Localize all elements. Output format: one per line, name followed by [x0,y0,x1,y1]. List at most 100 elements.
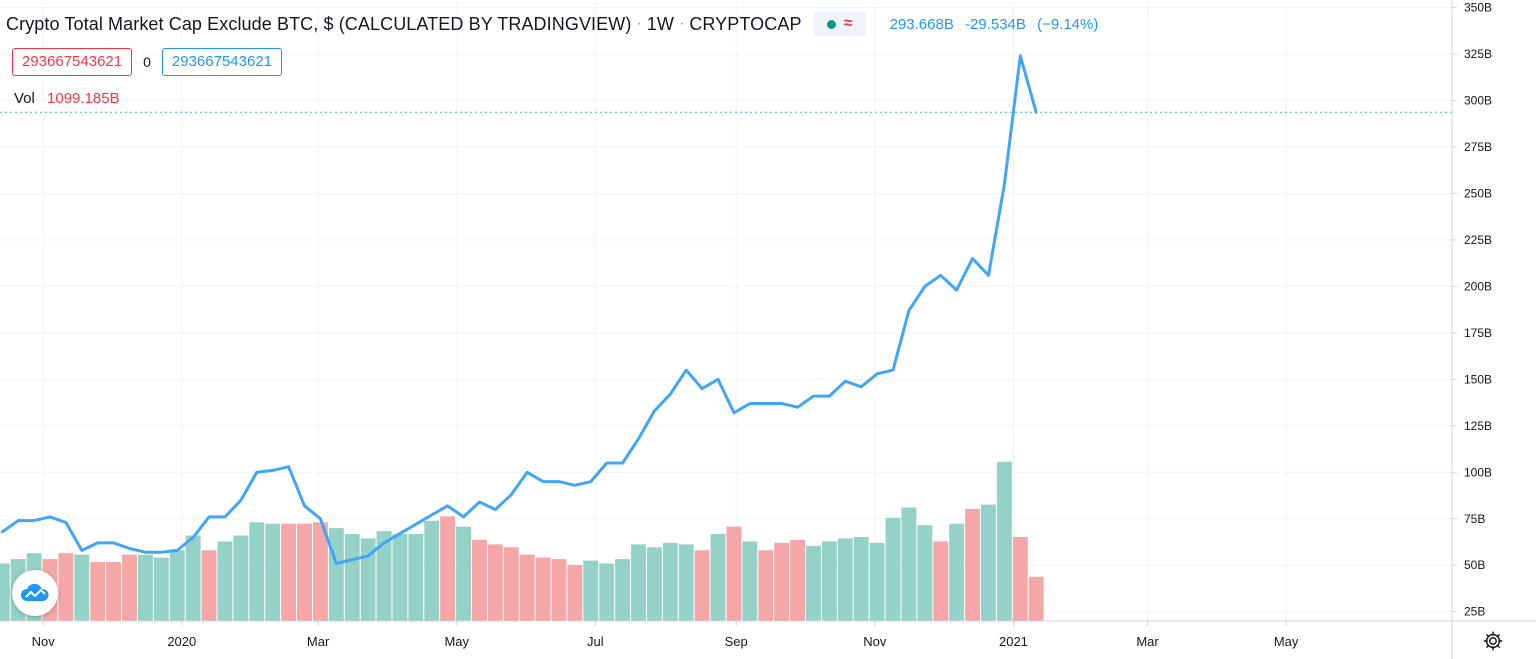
volume-bar [503,547,519,621]
volume-bar [392,534,408,621]
volume-bar [774,542,790,621]
volume-bar [122,554,137,621]
volume-bar [965,508,980,621]
volume-bar [487,544,503,621]
y-tick-label: 300B [1464,94,1492,108]
visibility-dot-icon [826,19,836,29]
x-tick-label: Mar [1136,634,1159,649]
y-tick-label: 250B [1464,186,1492,200]
volume-bar [312,522,328,621]
x-tick-label: Mar [307,634,330,649]
volume-bar [631,544,646,621]
y-tick-label: 275B [1464,140,1492,154]
gear-icon[interactable] [1480,628,1506,654]
volume-bar [790,539,806,621]
volume-bar [917,525,933,621]
y-tick-label: 125B [1464,419,1492,433]
volume-label: Vol [14,90,35,107]
interval-label[interactable]: 1W [646,13,674,34]
volume-bar [646,547,662,621]
volume-bar [615,559,631,621]
volume-bar [710,534,726,621]
volume-bar [472,539,487,621]
volume-bar [567,564,583,621]
cloud-chart-icon [21,583,49,601]
volume-bar [726,526,742,621]
y-tick-label: 100B [1464,465,1492,479]
change-percent: (−9.14%) [1037,15,1099,33]
volume-bar [265,523,281,621]
y-tick-label: 50B [1464,558,1485,572]
x-tick-label: 2020 [167,634,196,649]
y-tick-label: 350B [1464,1,1492,15]
x-tick-label: Sep [725,634,748,649]
grid [0,2,1452,621]
y-tick-label: 150B [1464,372,1492,386]
y-tick-label: 175B [1464,326,1492,340]
volume-bar [58,553,74,621]
volume-bar [949,523,965,621]
volume-bar [996,461,1012,621]
volume-bar [408,534,424,621]
volume-bar [535,557,551,621]
tradingview-logo-icon[interactable] [12,570,58,616]
volume-legend: Vol 1099.185B [14,90,120,107]
volume-bar [328,528,344,621]
change-value: -29.534B [965,15,1026,33]
legend-values: 293.668B -29.534B (−9.14%) [890,16,1106,33]
y-tick-label: 75B [1464,512,1485,526]
volume-bar [297,523,312,621]
volume-bar [233,535,249,621]
volume-bar [249,522,265,621]
sell-price-button[interactable]: 293667543621 [12,48,133,76]
chart-title: Crypto Total Market Cap Exclude BTC, $ (… [6,13,632,34]
legend-separator: · [636,15,642,32]
y-tick-label: 200B [1464,279,1492,293]
volume-bar [678,544,694,621]
volume-bar [0,563,10,621]
last-value: 293.668B [889,15,954,33]
y-tick-label: 225B [1464,233,1492,247]
x-tick-label: Nov [32,634,56,649]
x-tick-label: Nov [863,634,887,649]
volume-bar [806,545,821,621]
volume-bar [456,526,472,621]
volume-bar [153,557,169,621]
volume-bar [758,550,774,621]
trade-buttons: 293667543621 0 293667543621 [12,48,283,76]
price-scale[interactable]: 25B 50B 75B 100B 125B 150B 175B 200B 225B 250B 275… [1452,1,1492,619]
volume-bar [742,541,758,621]
volume-bar [106,562,122,621]
time-scale[interactable]: Nov 2020 Mar May Jul Sep Nov 2021 Mar May [32,621,1299,649]
volume-bar [694,550,710,621]
legend-separator: · [678,15,685,32]
volume-bar [583,560,599,621]
volume-bar [980,504,996,621]
volume-bar [885,517,901,621]
volume-bar [837,538,853,621]
series-legend: Crypto Total Market Cap Exclude BTC, $ (… [6,10,1105,38]
volume-bar [853,536,869,621]
volume-bar [821,541,837,621]
x-tick-label: Jul [587,634,604,649]
volume-bar [360,538,376,621]
wave-icon: ≈ [843,15,853,32]
y-tick-label: 25B [1464,605,1485,619]
spread-value: 0 [143,54,151,70]
volume-bar [201,550,217,621]
price-series-line[interactable] [0,54,1038,565]
volume-bar [869,542,885,621]
legend-actions-button[interactable]: ≈ [813,12,866,36]
volume-bar [901,507,917,621]
volume-bar [1012,536,1028,621]
y-tick-label: 325B [1464,47,1492,61]
exchange-label: CRYPTOCAP [689,13,802,34]
volume-bar [599,563,615,621]
buy-price-button[interactable]: 293667543621 [161,48,283,76]
volume-bar [376,531,392,621]
volume-bars [0,461,1044,621]
volume-bar [519,554,535,621]
